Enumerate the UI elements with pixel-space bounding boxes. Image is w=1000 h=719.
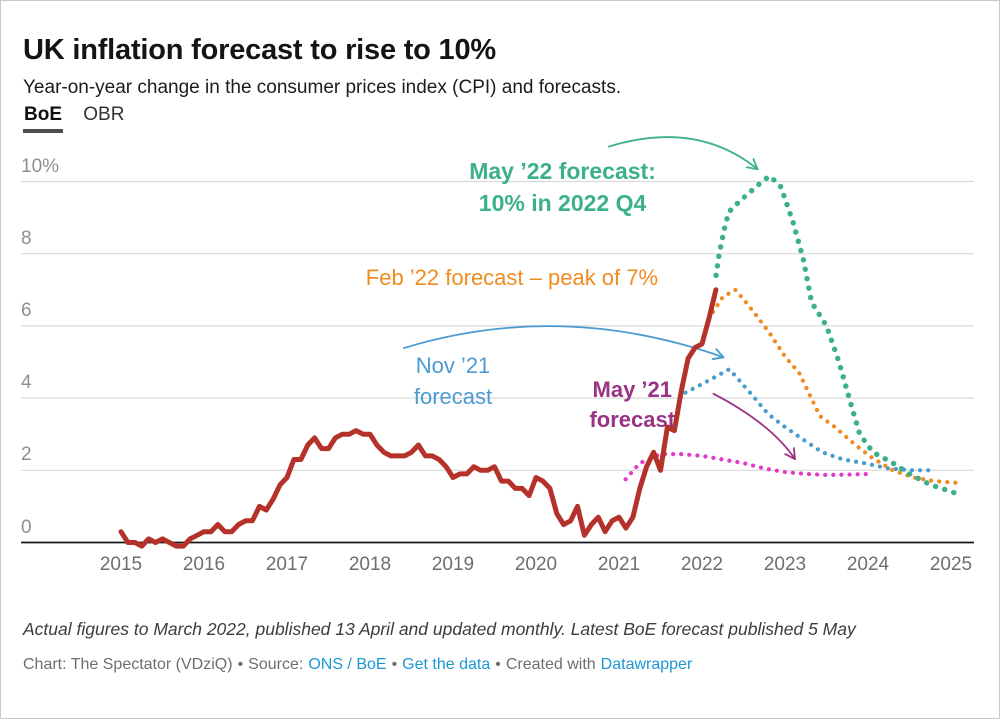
byline-chart-credit: Chart: The Spectator (VDziQ)	[23, 656, 233, 673]
may21-forecast-label-arrow	[712, 392, 796, 460]
may21-forecast-label: May ’21 forecast	[589, 376, 676, 433]
byline-separator: •	[237, 656, 244, 673]
x-axis-tick-2018: 2018	[348, 554, 392, 575]
nov21-forecast-label: Nov ’21 forecast	[413, 353, 493, 409]
byline-created-label: Created with	[505, 656, 596, 673]
x-axis-tick-2021: 2021	[597, 554, 641, 575]
feb22-forecast-label: Feb ’22 forecast – peak of 7%	[365, 265, 659, 291]
byline-source-label: Source:	[248, 656, 304, 673]
series-actual-cpi	[118, 287, 719, 549]
source-link[interactable]: ONS / BoE	[308, 656, 387, 673]
x-axis-tick-2023: 2023	[763, 554, 807, 575]
may22-forecast-label: May ’22 forecast: 10% in 2022 Q4	[469, 158, 656, 216]
x-axis-tick-2024: 2024	[846, 554, 890, 575]
page-subtitle: Year-on-year change in the consumer pric…	[23, 77, 622, 98]
get-the-data-link[interactable]: Get the data	[402, 656, 491, 673]
y-axis-tick-0: 0	[21, 516, 32, 538]
series-nov-21-forecast	[683, 367, 931, 473]
byline-separator: •	[495, 656, 501, 673]
y-axis-tick-2: 2	[21, 444, 32, 466]
may22-forecast-label-arrow	[607, 136, 759, 170]
x-axis-tick-2016: 2016	[182, 554, 226, 575]
x-axis-tick-2020: 2020	[514, 554, 558, 575]
datawrapper-link[interactable]: Datawrapper	[600, 656, 693, 673]
x-axis-tick-2019: 2019	[431, 554, 475, 575]
may21-forecast-label-arrowhead	[793, 447, 796, 461]
series-feb-22-forecast	[706, 287, 960, 485]
may22-forecast-label-arrowhead	[752, 158, 759, 171]
series-may-22-forecast	[713, 173, 961, 497]
x-axis-tick-2025: 2025	[929, 554, 973, 575]
byline-separator: •	[391, 656, 398, 673]
y-axis-tick-8: 8	[21, 227, 32, 249]
tab-obr[interactable]: OBR	[83, 104, 125, 125]
tab-boe[interactable]: BoE	[23, 104, 63, 133]
series-may-21-forecast	[623, 452, 875, 482]
nov21-forecast-label-arrowhead	[715, 348, 725, 359]
x-axis-tick-2017: 2017	[265, 554, 309, 575]
nov21-forecast-label-arrowhead	[711, 356, 725, 360]
x-axis-tick-2022: 2022	[680, 554, 724, 575]
dataset-tabs: BoE OBR	[23, 104, 124, 133]
chart-byline: Chart: The Spectator (VDziQ) • Source: O…	[23, 656, 692, 674]
page-title: UK inflation forecast to rise to 10%	[23, 34, 496, 67]
x-axis-tick-2015: 2015	[99, 554, 143, 575]
nov21-forecast-label-arrow	[402, 325, 724, 359]
chart-footnote: Actual figures to March 2022, published …	[23, 619, 856, 639]
y-axis-tick-10: 10%	[21, 155, 60, 177]
may22-forecast-label-arrowhead	[745, 166, 759, 171]
y-axis-tick-6: 6	[21, 299, 32, 321]
may21-forecast-label-arrowhead	[784, 453, 796, 461]
y-axis-tick-4: 4	[21, 372, 32, 394]
